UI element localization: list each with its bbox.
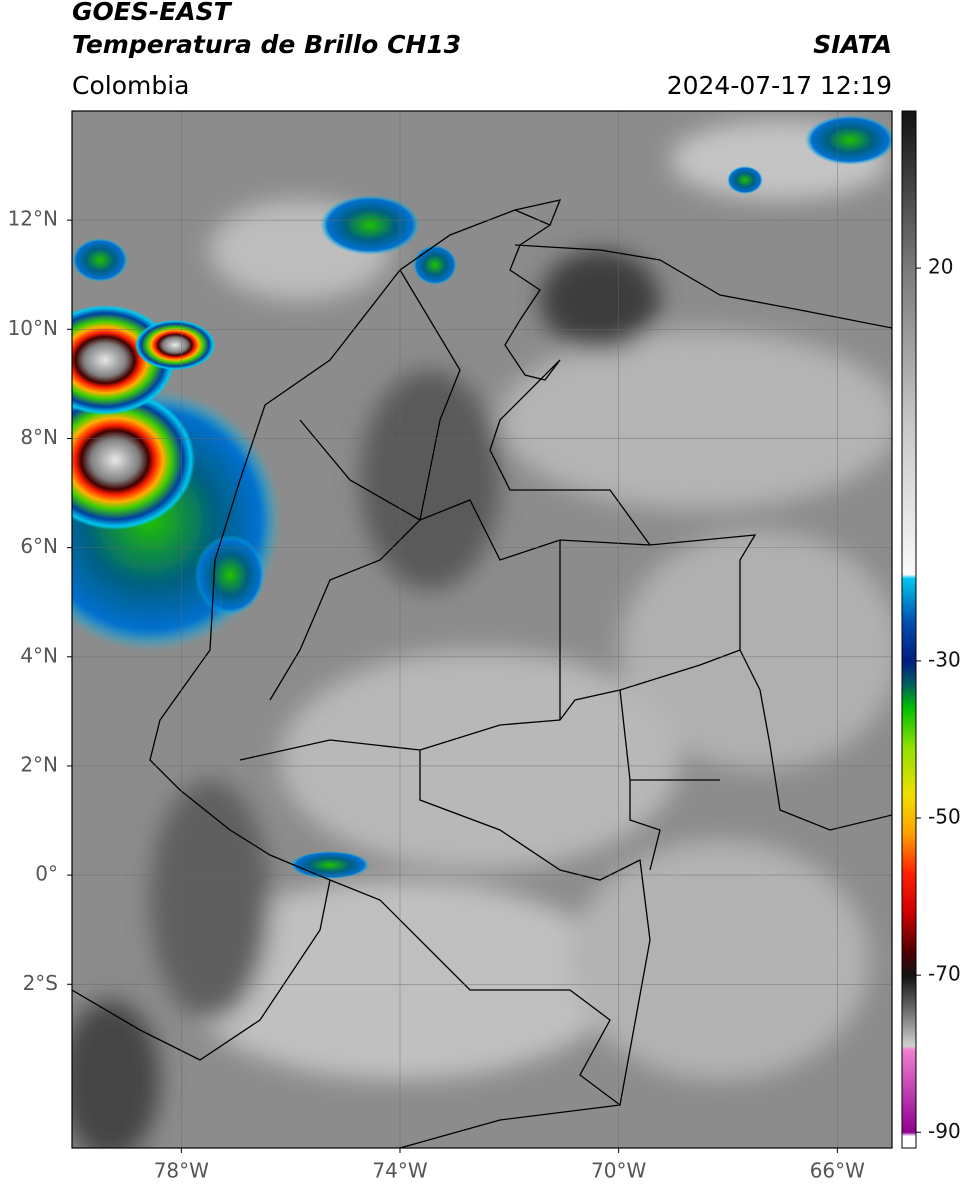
map-frame [71,110,893,1149]
colorbar-tick-label: 20 [928,255,953,279]
axes: 78°W 74°W 70°W 66°W 12°N 10°N 8°N 6°N 4°N 2°N 0° 2°… [8,207,866,1183]
lat-tick-label: 2°S [23,971,58,995]
subtitle: Temperatura de Brillo CH13 [72,30,461,59]
borders [72,199,892,1148]
region: Colombia [72,71,189,100]
colorbar-tick-label: -30 [928,647,961,671]
lat-tick-label: 8°N [20,425,58,449]
lon-tick-label: 70°W [591,1159,646,1183]
lat-tick-label: 2°N [20,752,58,776]
satellite-image [72,111,892,1148]
title: GOES-EAST [72,0,233,26]
graticule [72,111,892,1148]
lat-tick-label: 0° [35,862,58,886]
lat-tick-label: 12°N [8,207,58,231]
colorbar-tick-label: -90 [928,1119,961,1143]
lon-tick-label: 66°W [810,1159,865,1183]
lat-tick-label: 10°N [8,316,58,340]
lat-tick-label: 6°N [20,534,58,558]
convective-cells [72,115,892,879]
lat-tick-label: 4°N [20,643,58,667]
source: SIATA [813,30,892,59]
colorbar-tick-label: -70 [928,962,961,986]
timestamp: 2024-07-17 12:19 [667,71,892,100]
lon-tick-label: 78°W [154,1159,209,1183]
colorbar-tick-label: -50 [928,805,961,829]
lon-tick-label: 74°W [372,1159,427,1183]
colorbar-scale [901,110,917,1149]
colorbar: 20 -30 -50 -70 -90 [901,110,961,1149]
